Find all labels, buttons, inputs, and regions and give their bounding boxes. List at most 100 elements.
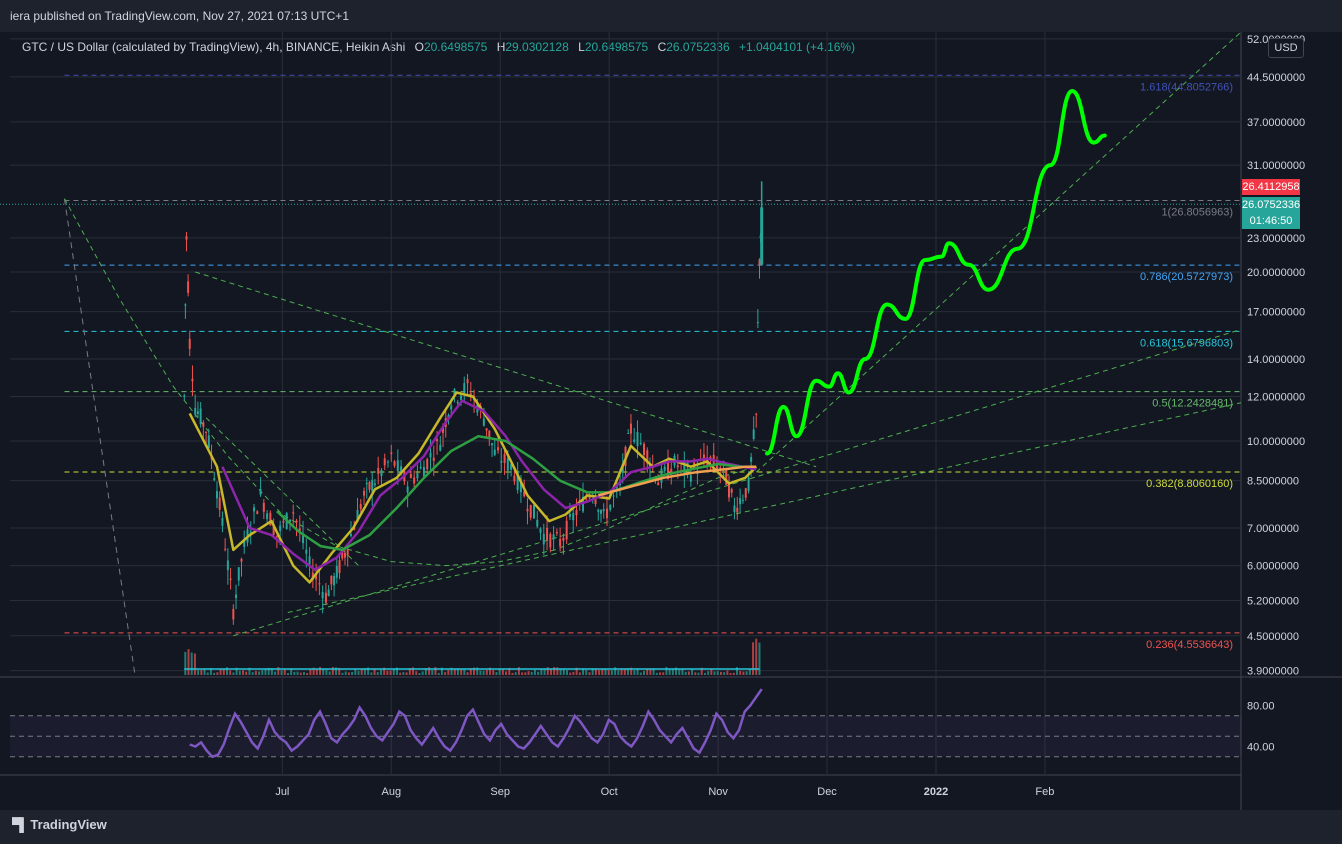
- candle: [343, 553, 346, 558]
- candle: [422, 466, 425, 477]
- rsi-pane[interactable]: [10, 677, 1241, 775]
- volume-bar: [582, 668, 585, 675]
- volume-bar: [302, 672, 305, 675]
- volume-bar: [655, 672, 658, 675]
- volume-bar: [752, 642, 755, 675]
- candle: [633, 439, 636, 442]
- volume-bar: [591, 668, 594, 675]
- volume-bar: [296, 671, 299, 675]
- candle: [302, 533, 305, 544]
- candle: [716, 462, 719, 470]
- candle: [750, 457, 753, 462]
- volume-bar: [620, 668, 623, 675]
- volume-bar: [254, 670, 257, 675]
- volume-bar: [559, 668, 562, 675]
- volume-bar: [723, 672, 726, 675]
- candle: [305, 549, 308, 554]
- candle: [510, 464, 513, 470]
- volume-bar: [569, 672, 572, 675]
- candle: [725, 469, 728, 485]
- candle: [755, 413, 758, 415]
- volume-bar: [351, 671, 354, 675]
- ohlc-high-key: H: [496, 40, 506, 54]
- projection-path: [765, 89, 1107, 456]
- fib-level-label: 0.236(4.5536643): [1146, 639, 1233, 651]
- price-tick-label: 10.0000000: [1247, 436, 1305, 448]
- price-tick-label: 44.5000000: [1247, 72, 1305, 84]
- candle: [282, 521, 285, 523]
- candle: [744, 488, 747, 498]
- volume-bar: [238, 670, 241, 675]
- candle: [315, 574, 318, 580]
- volume-bar: [485, 669, 488, 675]
- candle: [346, 549, 349, 556]
- candle: [529, 504, 532, 518]
- candle: [207, 435, 210, 449]
- volume-bar: [566, 670, 569, 675]
- candle: [627, 432, 630, 434]
- volume-bar: [235, 667, 238, 675]
- candle: [321, 592, 324, 599]
- volume-bar: [662, 672, 665, 675]
- chart-canvas[interactable]: 52.000000044.500000037.000000031.0000000…: [0, 32, 1342, 810]
- candle: [513, 475, 516, 482]
- candle: [602, 509, 605, 512]
- volume-bar: [617, 670, 620, 675]
- ohlc-close-key: C: [657, 40, 667, 54]
- volume-bar: [553, 667, 556, 675]
- candle: [747, 477, 750, 491]
- candle: [396, 460, 399, 471]
- candle: [460, 395, 463, 400]
- candle: [409, 474, 412, 478]
- volume-bar: [219, 668, 222, 675]
- volume-bar: [610, 670, 613, 675]
- candle: [562, 537, 565, 541]
- candle: [215, 491, 218, 499]
- volume-bar: [434, 667, 437, 675]
- candle: [683, 460, 686, 474]
- volume-bar: [431, 670, 434, 675]
- volume-bar: [424, 668, 427, 675]
- volume-bar: [598, 670, 601, 675]
- candle: [599, 510, 602, 514]
- volume-bar: [251, 672, 254, 675]
- arc-support-line: [64, 198, 757, 567]
- candle: [383, 458, 386, 466]
- candle: [453, 389, 456, 398]
- symbol-title[interactable]: GTC / US Dollar (calculated by TradingVi…: [22, 40, 406, 54]
- time-tick-label: Oct: [601, 786, 618, 798]
- candle: [237, 567, 240, 581]
- candle: [702, 454, 705, 462]
- volume-bar: [193, 653, 196, 675]
- volume-bar: [225, 667, 228, 675]
- rsi-tick-label: 40.00: [1247, 742, 1275, 754]
- candle: [266, 513, 269, 520]
- volume-bar: [562, 668, 565, 675]
- candle: [752, 429, 755, 440]
- volume-bar: [540, 669, 543, 675]
- volume-bar: [482, 670, 485, 675]
- volume-bar: [460, 668, 463, 675]
- volume-bar: [312, 667, 315, 675]
- volume-bar: [533, 669, 536, 675]
- volume-bar: [200, 669, 203, 675]
- volume-bar: [742, 671, 745, 675]
- rsi-line: [189, 688, 763, 759]
- candle: [432, 457, 435, 461]
- currency-button[interactable]: USD: [1268, 38, 1304, 58]
- volume-bar: [418, 672, 421, 675]
- volume-bar: [206, 672, 209, 675]
- volume-bar: [508, 667, 511, 675]
- tradingview-logo[interactable]: ▀▌ TradingView: [12, 817, 107, 832]
- volume-bar: [585, 670, 588, 675]
- candle: [224, 548, 227, 550]
- candle: [689, 475, 692, 482]
- volume-bar: [675, 667, 678, 675]
- candle: [516, 470, 519, 490]
- candle: [526, 508, 529, 512]
- candle: [463, 383, 466, 394]
- candle: [249, 531, 252, 535]
- volume-bar: [546, 667, 549, 675]
- fib-level-label: 0.382(8.8060160): [1146, 478, 1233, 490]
- candle: [491, 443, 494, 446]
